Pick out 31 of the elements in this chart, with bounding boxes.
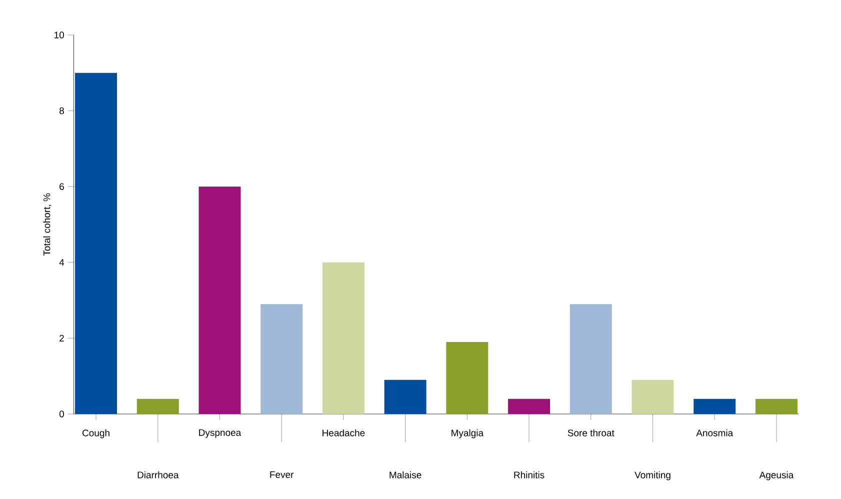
y-tick-label: 0: [59, 410, 64, 418]
x-tick-label: Cough: [82, 429, 110, 438]
x-tick-label: Rhinitis: [514, 471, 544, 478]
x-tick-label: Myalgia: [452, 429, 484, 438]
x-tick-label: Diarrhoea: [138, 471, 179, 478]
x-tick-label: Ageusia: [759, 471, 794, 480]
bar: [632, 380, 674, 414]
bar: [75, 72, 118, 414]
x-tick-label: Fever: [270, 471, 294, 478]
y-tick-label: 10: [54, 32, 64, 38]
x-tick-label: Vomiting: [634, 471, 670, 480]
bar: [384, 380, 426, 414]
bar: [508, 398, 550, 414]
bar: [755, 398, 798, 414]
bar: [322, 262, 364, 414]
y-tick-label: 8: [60, 107, 64, 114]
x-tick-label: Headache: [322, 429, 365, 436]
bar: [446, 342, 488, 414]
x-tick-label: Malaise: [390, 471, 422, 478]
y-tick-label: 6: [60, 183, 64, 190]
y-axis-title: Total cohort, %: [43, 193, 52, 256]
x-tick-label: Anosmia: [696, 429, 734, 436]
x-tick-label: Sore throat: [568, 429, 614, 436]
bar: [260, 304, 303, 414]
bar: [136, 398, 179, 414]
y-tick-label: 4: [59, 259, 64, 266]
bar: [198, 186, 241, 414]
y-tick-label: 2: [60, 334, 64, 342]
bar: [694, 398, 736, 414]
x-tick-label: Dyspnoea: [199, 429, 242, 438]
bar: [570, 304, 612, 414]
